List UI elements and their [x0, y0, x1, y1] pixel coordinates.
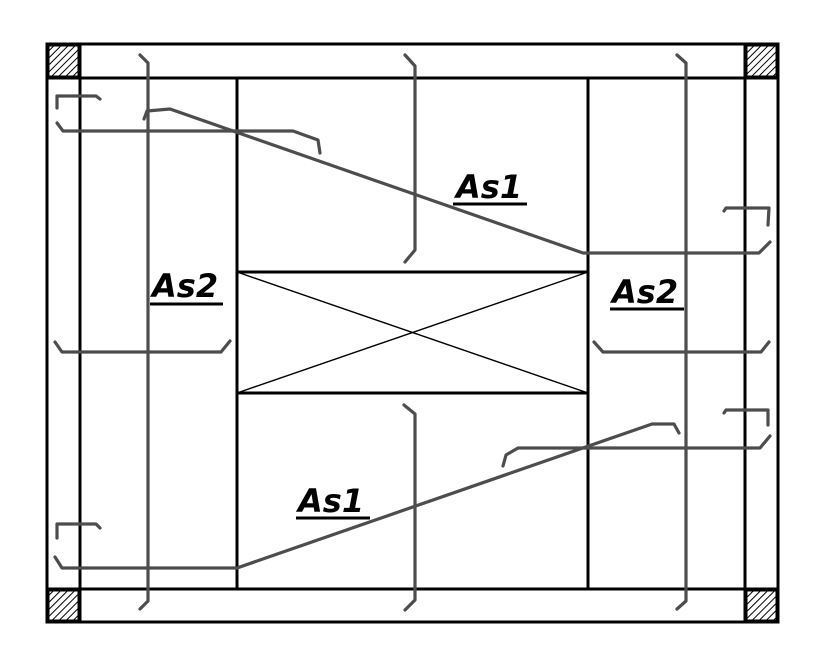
rebar-diagonal-bottom [53, 422, 681, 570]
label-as1-bottom: As1 [295, 482, 364, 520]
rebars [53, 53, 772, 612]
rebar-hook-right-lower-long [501, 434, 772, 468]
rebar-hook-left-top-long [55, 121, 322, 155]
label-as2-left: As2 [149, 267, 218, 305]
column-bottom-left [47, 589, 80, 622]
rebar-vertical-left [138, 53, 150, 611]
rebar-diagonal-top [142, 107, 772, 255]
slab-frame [45, 42, 780, 624]
corner-columns [47, 44, 778, 622]
column-bottom-right [745, 589, 778, 622]
rebar-as2-left [53, 339, 232, 354]
column-top-right [745, 44, 778, 78]
rebar-as2-right [592, 340, 771, 354]
rebar-vertical-right [675, 53, 688, 611]
label-as2-right: As2 [609, 273, 678, 311]
opening-diagonal-2 [236, 271, 589, 394]
labels: As1 As2 As2 As1 [149, 168, 684, 520]
rebar-vertical-center-top [403, 53, 417, 264]
outer-border [45, 42, 780, 624]
column-top-left [47, 44, 80, 78]
label-as1-top: As1 [453, 168, 522, 206]
rebar-hook-right-lower-small [722, 408, 770, 427]
rebar-hook-left-lower-small [55, 522, 102, 540]
opening [236, 270, 589, 395]
rebar-hook-left-top-small [55, 94, 102, 110]
rebar-hook-right-upper [722, 206, 771, 227]
